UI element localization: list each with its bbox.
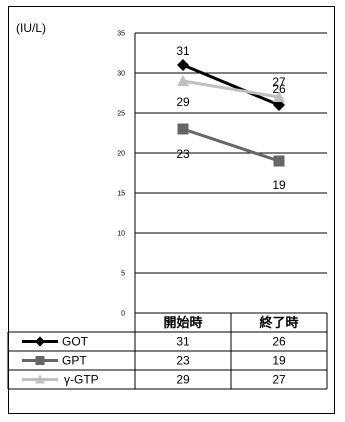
- triangle-marker: [273, 91, 285, 102]
- table-cell: 31: [176, 335, 190, 349]
- data-label: 26: [272, 82, 286, 96]
- data-label: 27: [272, 75, 286, 89]
- triangle-marker: [35, 374, 45, 384]
- y-tick-label: 10: [117, 231, 125, 238]
- triangle-marker: [177, 75, 189, 86]
- diamond-marker: [177, 59, 189, 71]
- series-line: [182, 79, 280, 99]
- square-marker: [35, 356, 45, 365]
- table-header: 開始時: [163, 315, 202, 330]
- legend-label: GOT: [62, 335, 89, 349]
- table-cell: 23: [176, 354, 190, 368]
- unit-label: (IU/L): [16, 21, 46, 35]
- y-tick-label: 15: [117, 191, 125, 198]
- y-tick-label: 0: [121, 311, 125, 318]
- chart-frame: [8, 6, 335, 414]
- y-tick-label: 30: [117, 71, 125, 78]
- data-label: 19: [272, 178, 286, 192]
- legend-label: GPT: [62, 354, 87, 368]
- data-label: 31: [176, 44, 190, 58]
- table-cell: 26: [272, 335, 286, 349]
- table-cell: 19: [272, 354, 286, 368]
- table-cell: 27: [272, 373, 286, 387]
- square-marker: [273, 155, 285, 167]
- data-label: 23: [176, 147, 190, 161]
- legend-label: γ-GTP: [64, 373, 99, 387]
- y-tick-label: 5: [121, 271, 125, 278]
- y-tick-label: 25: [117, 111, 125, 118]
- diamond-marker: [35, 336, 45, 347]
- series-line: [182, 63, 280, 107]
- y-tick-label: 35: [117, 31, 125, 38]
- square-marker: [177, 123, 189, 135]
- table-cell: 29: [176, 373, 190, 387]
- y-tick-label: 20: [117, 151, 125, 158]
- series-line: [182, 127, 280, 163]
- table-header: 終了時: [259, 315, 298, 330]
- data-label: 29: [176, 95, 190, 109]
